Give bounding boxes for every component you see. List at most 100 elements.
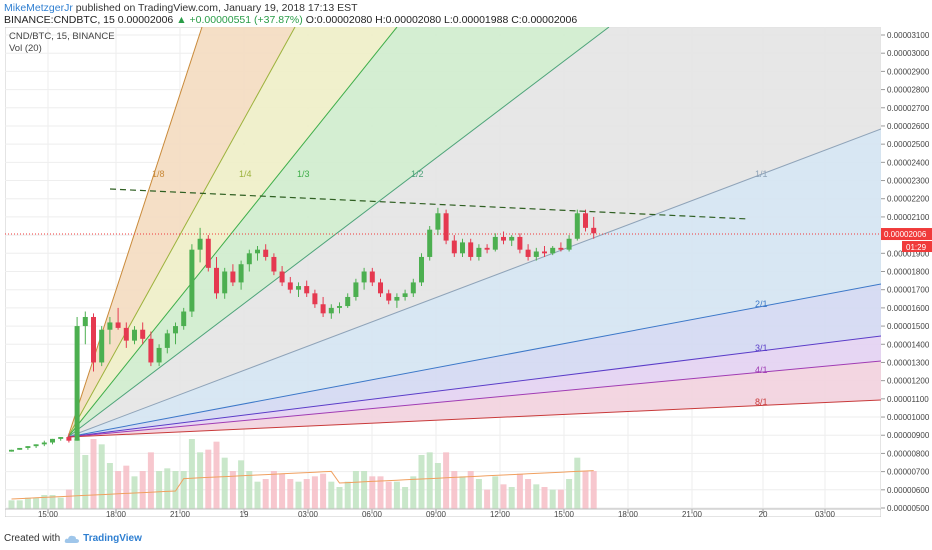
candle-body <box>419 256 424 283</box>
volume-bar <box>516 473 523 509</box>
candle-body <box>205 238 211 268</box>
volume-bar <box>574 457 581 509</box>
volume-bar <box>459 476 466 509</box>
candle-body <box>304 286 310 294</box>
volume-bar <box>508 487 515 509</box>
volume-bar <box>65 489 72 509</box>
time-tick-label: 15:00 <box>554 510 575 517</box>
volume-bar <box>557 489 564 509</box>
candle-body <box>230 271 236 283</box>
volume-bar <box>475 479 482 509</box>
candle-body <box>386 293 392 301</box>
price-tick-label: 0.00000900 <box>887 431 930 440</box>
candle-body <box>427 229 433 257</box>
fan-line <box>67 335 881 438</box>
volume-bar <box>369 476 376 509</box>
volume-bar <box>418 455 425 509</box>
candle-body <box>353 282 359 297</box>
volume-bar <box>500 484 507 509</box>
candle-body <box>140 329 146 339</box>
tradingview-logo[interactable]: TradingView <box>64 533 142 544</box>
candle-body <box>558 247 564 250</box>
volume-bar <box>147 452 154 509</box>
volume-bar <box>295 481 302 509</box>
volume-bar <box>533 484 540 509</box>
volume-bar <box>402 487 409 509</box>
last-price-text: 0.00002006 <box>117 14 174 26</box>
volume-bar <box>352 471 359 509</box>
time-tick-label: 09:00 <box>426 510 447 517</box>
publish-info: published on TradingView.com, January 19… <box>75 2 358 14</box>
candle-body <box>394 296 400 301</box>
candle-body <box>296 286 301 290</box>
time-tick-label: 03:00 <box>815 510 836 517</box>
volume-bar <box>344 481 351 509</box>
volume-bar <box>221 457 228 509</box>
price-tick-label: 0.00002200 <box>887 195 930 204</box>
price-tick-label: 0.00002400 <box>887 158 930 167</box>
symbol-name: BINANCE:CNDBTC, 15 <box>4 14 115 26</box>
volume-bar <box>16 500 23 509</box>
volume-bar <box>549 489 556 509</box>
candle-body <box>328 307 334 314</box>
time-tick-label: 20 <box>759 510 768 517</box>
cloud-icon <box>64 535 80 543</box>
fan-label: 3/1 <box>755 343 768 353</box>
fan-line <box>67 27 610 438</box>
volume-bar <box>451 471 458 509</box>
last-price-tag <box>881 228 932 241</box>
volume-bar <box>270 471 277 509</box>
price-tick-label: 0.00001700 <box>887 286 930 295</box>
price-axis[interactable]: 0.00003100 0.00003000 0.00002900 0.00002800… <box>881 27 932 517</box>
volume-bar <box>139 471 146 509</box>
candle-body <box>91 316 96 363</box>
created-with-text: Created with <box>4 533 61 544</box>
volume-bar <box>188 439 195 509</box>
price-tick-label: 0.00001900 <box>887 249 930 258</box>
trendline[interactable] <box>109 188 750 220</box>
time-tick-label: 19 <box>240 510 249 517</box>
fan-label: 1/8 <box>152 169 165 179</box>
candle-body <box>279 271 285 283</box>
volume-bar <box>525 479 532 509</box>
candle-body <box>492 236 498 250</box>
volume-bar <box>238 460 245 509</box>
volume-bar <box>180 471 187 509</box>
candle-body <box>238 264 244 283</box>
price-chart[interactable]: 1/8 1/4 1/3 1/2 1/1 2/1 3/1 4/1 8/1 15:00 18:00 21… <box>5 27 881 517</box>
price-tick-label: 0.00001000 <box>887 413 930 422</box>
time-tick-label: 21:00 <box>170 510 191 517</box>
candle-body <box>525 249 531 257</box>
candle-body <box>148 338 154 363</box>
candles <box>9 207 597 452</box>
time-axis: 15:00 18:00 21:00 19 03:00 06:00 09:00 12:00 15:… <box>5 508 881 517</box>
volume-bar <box>541 487 548 509</box>
candle-body <box>173 326 178 334</box>
volume-bar <box>303 479 310 509</box>
candle-body <box>566 238 572 250</box>
price-tick-label: 0.00001600 <box>887 304 930 313</box>
ohlc-text: O:0.00002080 H:0.00002080 L:0.00001988 C… <box>305 14 578 26</box>
candle-body <box>287 282 293 290</box>
volume-bar <box>115 471 122 509</box>
volume-bar <box>582 471 589 509</box>
volume-bar <box>24 497 31 509</box>
time-tick-label: 06:00 <box>362 510 383 517</box>
candle-body <box>533 251 539 257</box>
candle-body <box>41 442 47 445</box>
author-link[interactable]: MikeMetzgerJr <box>4 2 73 14</box>
price-tick-label: 0.00001400 <box>887 340 930 349</box>
volume-bar <box>8 500 15 509</box>
fan-band <box>68 27 881 437</box>
footer: Created with TradingView <box>4 533 142 544</box>
volume-bar <box>33 497 40 509</box>
candle-body <box>378 282 383 294</box>
volume-bar <box>49 495 56 509</box>
candle-body <box>443 213 449 241</box>
volume-bar <box>172 471 179 509</box>
countdown-tag-text: 01:29 <box>906 243 927 252</box>
candle-body <box>583 213 588 228</box>
candle-body <box>517 236 523 250</box>
volume-bar <box>197 452 204 509</box>
volume-bar <box>98 444 105 509</box>
